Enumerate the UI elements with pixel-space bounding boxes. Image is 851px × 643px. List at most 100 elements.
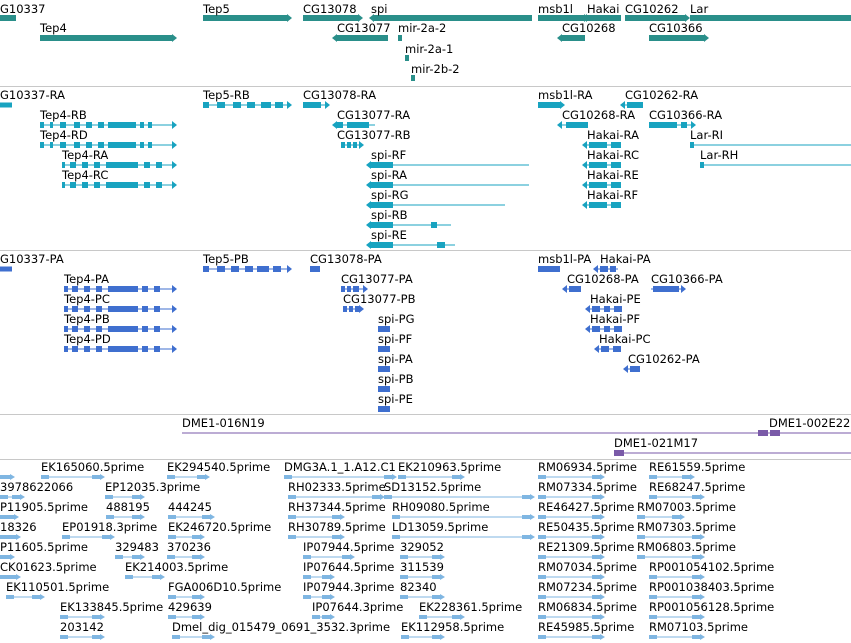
protein-glyph-exon[interactable] [353, 286, 359, 292]
transcripts-label[interactable]: Tep4-RC [62, 168, 109, 182]
transcripts-label[interactable]: Tep4-RA [62, 148, 109, 162]
ests-label[interactable]: RM07034.5prime [538, 560, 637, 574]
protein-glyph-exon[interactable] [84, 306, 90, 312]
est-block[interactable] [398, 475, 406, 479]
ests-label[interactable]: EK110501.5prime [6, 580, 110, 594]
clones-label[interactable]: DME1-002E22 [769, 416, 851, 430]
protein-glyph-exon[interactable] [592, 326, 600, 332]
transcript-glyph-exon[interactable] [700, 162, 704, 168]
est-block[interactable] [401, 635, 409, 639]
transcripts-label[interactable]: CG10366-RA [649, 108, 723, 122]
proteins-label[interactable]: Tep4-PD [64, 332, 111, 346]
genes-label[interactable]: mir-2a-1 [405, 42, 454, 56]
est-block[interactable] [0, 535, 8, 539]
transcript-glyph-exon[interactable] [144, 162, 150, 168]
est-block[interactable] [592, 535, 600, 539]
ests-label[interactable]: EK112958.5prime [401, 620, 505, 634]
est-block[interactable] [6, 515, 14, 519]
ests-label[interactable]: RE61559.5prime [649, 460, 746, 474]
transcript-glyph-exon[interactable] [40, 122, 44, 128]
transcript-glyph-exon[interactable] [140, 142, 144, 148]
clones-label[interactable]: DME1-016N19 [182, 416, 265, 430]
transcript-glyph-exon[interactable] [566, 122, 588, 128]
transcript-glyph-exon[interactable] [303, 102, 321, 108]
ests-label[interactable]: IP07644.5prime [303, 560, 395, 574]
protein-glyph-exon[interactable] [355, 306, 359, 312]
est-block[interactable] [538, 555, 546, 559]
est-block[interactable] [168, 615, 176, 619]
protein-glyph-exon[interactable] [614, 306, 622, 312]
est-block[interactable] [106, 515, 114, 519]
transcripts-label[interactable]: CG10262-RA [625, 88, 699, 102]
ests-label[interactable]: RE68247.5prime [649, 480, 746, 494]
protein-glyph-exon[interactable] [154, 306, 160, 312]
est-block[interactable] [682, 475, 690, 479]
transcripts-label[interactable]: Hakai-RE [587, 168, 639, 182]
est-block[interactable] [384, 495, 392, 499]
transcript-glyph-exon[interactable] [74, 142, 80, 148]
est-block[interactable] [432, 595, 440, 599]
est-block[interactable] [288, 515, 296, 519]
protein-glyph-exon[interactable] [630, 366, 640, 372]
est-block[interactable] [152, 575, 160, 579]
est-block[interactable] [522, 495, 530, 499]
protein-glyph-exon[interactable] [142, 306, 148, 312]
proteins-label[interactable]: Hakai-PE [590, 292, 641, 306]
transcripts-label[interactable]: Hakai-RA [587, 128, 639, 142]
transcript-glyph-exon[interactable] [94, 182, 100, 188]
est-block[interactable] [332, 535, 340, 539]
ests-label[interactable]: EK214003.5prime [125, 560, 229, 574]
est-block[interactable] [168, 595, 176, 599]
est-block[interactable] [649, 495, 657, 499]
ests-label[interactable]: 429639 [168, 600, 212, 614]
protein-glyph-exon[interactable] [273, 266, 281, 272]
transcripts-label[interactable]: msb1l-RA [538, 88, 593, 102]
protein-glyph-exon[interactable] [154, 286, 160, 292]
transcript-glyph-exon[interactable] [148, 122, 152, 128]
ests-label[interactable]: 329483 [115, 540, 159, 554]
est-block[interactable] [692, 575, 700, 579]
ests-label[interactable]: EP12035.3prime [105, 480, 201, 494]
transcript-glyph-exon[interactable] [82, 162, 88, 168]
protein-glyph-exon[interactable] [349, 306, 353, 312]
est-block[interactable] [62, 535, 70, 539]
protein-glyph-exon[interactable] [72, 286, 78, 292]
est-block[interactable] [303, 555, 311, 559]
protein-glyph-exon[interactable] [378, 366, 390, 372]
est-block[interactable] [60, 635, 68, 639]
protein-glyph-exon[interactable] [341, 286, 345, 292]
proteins-label[interactable]: CG13077-PA [341, 272, 413, 286]
protein-glyph-exon[interactable] [154, 326, 160, 332]
transcript-glyph[interactable] [0, 102, 12, 108]
transcripts-label[interactable]: CG13078-RA [303, 88, 377, 102]
protein-glyph-exon[interactable] [217, 266, 225, 272]
est-block[interactable] [649, 635, 657, 639]
genes-label[interactable]: Tep5 [203, 2, 230, 16]
est-block[interactable] [592, 475, 600, 479]
transcripts-label[interactable]: spi-RA [371, 168, 408, 182]
proteins-label[interactable]: Tep4-PC [64, 292, 110, 306]
ests-label[interactable]: EP01918.3prime [62, 520, 158, 534]
est-block[interactable] [125, 575, 133, 579]
transcript-glyph-exon[interactable] [156, 182, 162, 188]
proteins-label[interactable]: Hakai-PA [600, 252, 651, 266]
est-block[interactable] [322, 595, 330, 599]
est-block[interactable] [92, 635, 100, 639]
transcript-glyph-exon[interactable] [50, 142, 53, 148]
transcript-glyph-exon[interactable] [98, 142, 104, 148]
protein-glyph-exon[interactable] [610, 266, 616, 272]
protein-glyph-exon[interactable] [154, 346, 160, 352]
transcript-glyph-exon[interactable] [611, 142, 621, 148]
est-block[interactable] [322, 615, 330, 619]
est-block[interactable] [692, 635, 700, 639]
ests-label[interactable]: 488195 [106, 500, 150, 514]
transcript-glyph-exon[interactable] [589, 182, 607, 188]
est-block[interactable] [522, 515, 530, 519]
est-block[interactable] [432, 635, 440, 639]
gene-glyph[interactable] [374, 15, 532, 21]
genes-label[interactable]: Tep4 [40, 21, 67, 35]
transcript-glyph-exon[interactable] [140, 122, 144, 128]
protein-glyph-exon[interactable] [96, 346, 102, 352]
gene-glyph[interactable] [625, 15, 685, 21]
proteins-label[interactable]: G10337-PA [0, 252, 64, 266]
